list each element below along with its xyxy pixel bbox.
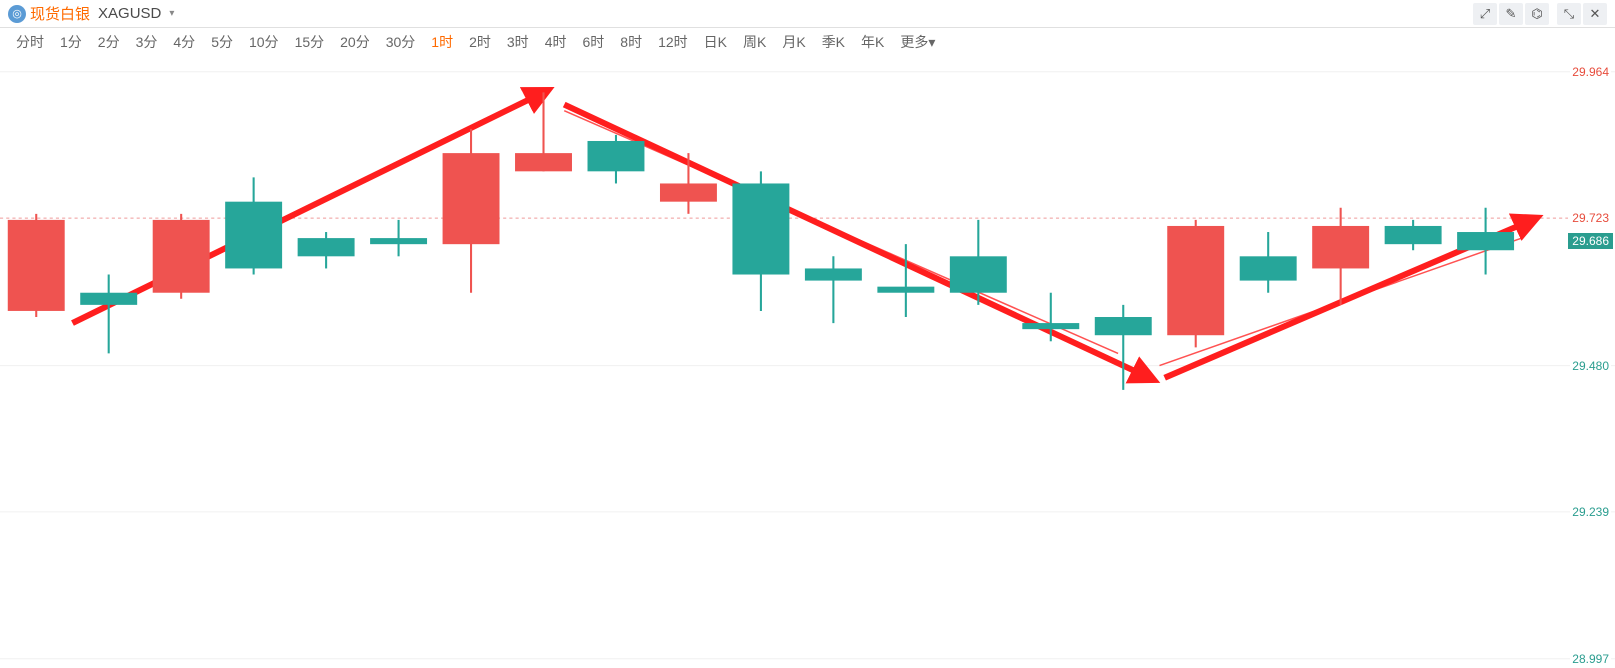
timeframe-更多[interactable]: 更多▾ xyxy=(892,30,943,54)
candle-icon: ⌬ xyxy=(1531,6,1542,22)
candlestick-chart[interactable] xyxy=(0,56,1615,663)
y-axis-label: 29.480 xyxy=(1570,359,1611,373)
timeframe-5分[interactable]: 5分 xyxy=(203,30,241,54)
timeframe-15分[interactable]: 15分 xyxy=(287,30,333,54)
timeframe-12时[interactable]: 12时 xyxy=(650,30,696,54)
timeframe-日K[interactable]: 日K xyxy=(696,30,735,54)
y-axis-label: 29.964 xyxy=(1570,65,1611,79)
y-axis-label: 29.686 xyxy=(1568,233,1613,249)
timeframe-8时[interactable]: 8时 xyxy=(612,30,650,54)
indicator-button[interactable]: ⤢ xyxy=(1473,3,1497,25)
timeframe-6时[interactable]: 6时 xyxy=(574,30,612,54)
draw-icon: ✎ xyxy=(1506,6,1517,22)
symbol-selector[interactable]: ◎ 现货白银 XAGUSD ▾ xyxy=(8,3,174,24)
expand-icon: ⤡ xyxy=(1564,6,1574,22)
toolbar: ⤢ ✎ ⌬ ⤡ ✕ xyxy=(1467,3,1607,25)
symbol-name: 现货白银 xyxy=(30,3,90,24)
chevron-down-icon: ▾ xyxy=(169,8,174,19)
fullscreen-button[interactable]: ⤡ xyxy=(1557,3,1581,25)
timeframe-4分[interactable]: 4分 xyxy=(165,30,203,54)
chart-type-button[interactable]: ⌬ xyxy=(1525,3,1549,25)
symbol-code: XAGUSD xyxy=(98,5,161,22)
timeframe-2分[interactable]: 2分 xyxy=(90,30,128,54)
close-icon: ✕ xyxy=(1590,6,1601,22)
chart-header: ◎ 现货白银 XAGUSD ▾ ⤢ ✎ ⌬ ⤡ ✕ xyxy=(0,0,1615,28)
timeframe-4时[interactable]: 4时 xyxy=(537,30,575,54)
y-axis-label: 29.723 xyxy=(1568,211,1613,225)
y-axis-label: 29.239 xyxy=(1570,505,1611,519)
timeframe-bar: 分时1分2分3分4分5分10分15分20分30分1时2时3时4时6时8时12时日… xyxy=(0,28,1615,56)
draw-button[interactable]: ✎ xyxy=(1499,3,1523,25)
close-button[interactable]: ✕ xyxy=(1583,3,1607,25)
timeframe-月K[interactable]: 月K xyxy=(774,30,813,54)
indicator-icon: ⤢ xyxy=(1480,6,1490,22)
timeframe-分时[interactable]: 分时 xyxy=(8,30,52,54)
timeframe-10分[interactable]: 10分 xyxy=(241,30,287,54)
timeframe-3时[interactable]: 3时 xyxy=(499,30,537,54)
chart-area[interactable]: 29.964 29.723 29.686 29.480 29.239 28.997 xyxy=(0,56,1615,663)
timeframe-2时[interactable]: 2时 xyxy=(461,30,499,54)
timeframe-季K[interactable]: 季K xyxy=(814,30,853,54)
timeframe-1分[interactable]: 1分 xyxy=(52,30,90,54)
timeframe-周K[interactable]: 周K xyxy=(735,30,774,54)
timeframe-1时[interactable]: 1时 xyxy=(423,30,461,54)
timeframe-30分[interactable]: 30分 xyxy=(378,30,424,54)
provider-icon: ◎ xyxy=(8,5,26,23)
timeframe-20分[interactable]: 20分 xyxy=(332,30,378,54)
timeframe-年K[interactable]: 年K xyxy=(853,30,892,54)
y-axis-label: 28.997 xyxy=(1570,652,1611,666)
timeframe-3分[interactable]: 3分 xyxy=(128,30,166,54)
